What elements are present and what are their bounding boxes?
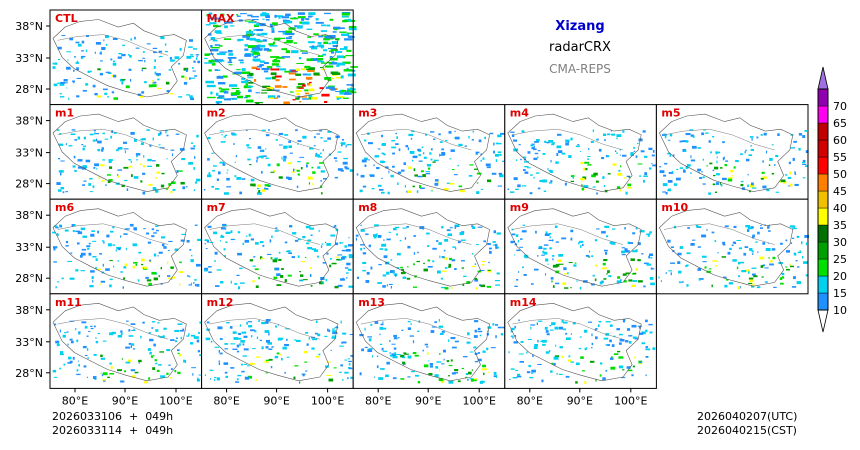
panel-label: m7 [207, 201, 226, 214]
lon-tick-label: 100°E [462, 394, 495, 407]
lat-tick-label: 38°N [15, 115, 43, 128]
colorbar-label: 50 [833, 168, 847, 181]
lat-tick-label: 28°N [15, 178, 43, 191]
lon-tick-label: 100°E [159, 394, 192, 407]
colorbar-segment [817, 292, 829, 311]
lon-tick-label: 90°E [567, 394, 593, 407]
colorbar-segment [817, 224, 829, 243]
lat-tick-label: 28°N [15, 83, 43, 96]
lon-tick-label: 80°E [213, 394, 239, 407]
colorbar-segment [817, 139, 829, 158]
init-time-utc: 2026033106 + 049h [52, 410, 174, 423]
colorbar-label: 10 [833, 304, 847, 317]
lat-tick-label: 33°N [15, 241, 43, 254]
lon-tick-label: 90°E [112, 394, 138, 407]
lon-tick-label: 80°E [517, 394, 543, 407]
init-time-cst: 2026033114 + 049h [52, 424, 174, 437]
model-title: CMA-REPS [549, 62, 611, 76]
lat-tick-label: 33°N [15, 147, 43, 160]
lat-tick-label: 28°N [15, 367, 43, 380]
colorbar-label: 40 [833, 202, 847, 215]
map-panel-m14: m14 [504, 293, 657, 389]
colorbar-segment [817, 156, 829, 175]
colorbar-segment [817, 190, 829, 209]
lat-tick-label: 38°N [15, 20, 43, 33]
lat-tick-label: 28°N [15, 272, 43, 285]
panel-label: m3 [358, 107, 377, 120]
colorbar-max-arrow [817, 66, 829, 90]
map-panel-CTL: CTL [49, 9, 203, 106]
map-panel-MAX: MAX [201, 9, 358, 106]
lon-tick-label: 90°E [415, 394, 441, 407]
colorbar-segment [817, 173, 829, 192]
panel-label: m5 [661, 107, 680, 120]
colorbar-label: 25 [833, 253, 847, 266]
map-panel-m1: m1 [49, 104, 203, 200]
colorbar: 10 15 20 25 30 35 40 45 50 55 60 65 70 [817, 66, 847, 333]
colorbar-segment [817, 105, 829, 124]
colorbar-label: 30 [833, 236, 847, 249]
map-panel-m7: m7 [201, 198, 354, 295]
map-panel-m4: m4 [504, 104, 657, 200]
colorbar-label: 55 [833, 151, 847, 164]
colorbar-min-arrow [817, 309, 829, 333]
lat-tick-label: 33°N [15, 336, 43, 349]
panel-label: m11 [55, 296, 82, 309]
colorbar-segment [817, 241, 829, 260]
colorbar-segment [817, 258, 829, 277]
valid-time-cst: 2026040215(CST) [697, 424, 797, 437]
colorbar-label: 60 [833, 134, 847, 147]
map-panel-m8: m8 [352, 198, 506, 295]
lon-tick-label: 80°E [62, 394, 88, 407]
map-panel-m11: m11 [49, 293, 203, 389]
map-panel-m12: m12 [201, 293, 355, 389]
colorbar-label: 65 [833, 117, 847, 130]
map-panel-m13: m13 [352, 293, 507, 389]
panel-label: m10 [661, 201, 688, 214]
panel-label: m4 [510, 107, 529, 120]
colorbar-segment [817, 88, 829, 107]
panel-label: MAX [207, 12, 235, 25]
colorbar-segment [817, 207, 829, 226]
colorbar-label: 15 [833, 287, 847, 300]
lat-tick-label: 38°N [15, 209, 43, 222]
colorbar-segment [817, 275, 829, 294]
lat-tick-label: 33°N [15, 52, 43, 65]
product-title: radarCRX [549, 40, 611, 55]
colorbar-segment [817, 122, 829, 141]
panel-label: CTL [55, 12, 78, 25]
lon-tick-label: 100°E [614, 394, 647, 407]
colorbar-label: 45 [833, 185, 847, 198]
lon-tick-label: 100°E [311, 394, 344, 407]
valid-time-utc: 2026040207(UTC) [697, 410, 798, 423]
map-panel-m10: m10 [655, 198, 809, 295]
panel-label: m6 [55, 201, 74, 214]
map-panel-m3: m3 [352, 104, 507, 200]
colorbar-label: 35 [833, 219, 847, 232]
lat-tick-label: 38°N [15, 304, 43, 317]
panel-label: m13 [358, 296, 385, 309]
map-panel-m2: m2 [201, 104, 354, 200]
panel-label: m14 [510, 296, 537, 309]
map-panel-m6: m6 [49, 198, 203, 295]
panel-label: m1 [55, 107, 74, 120]
panel-label: m8 [358, 201, 377, 214]
map-panel-m5: m5 [655, 104, 809, 200]
lon-tick-label: 90°E [263, 394, 289, 407]
region-title: Xizang [555, 19, 605, 34]
colorbar-label: 70 [833, 100, 847, 113]
colorbar-label: 20 [833, 270, 847, 283]
panel-label: m2 [207, 107, 226, 120]
map-panel-m9: m9 [504, 198, 657, 295]
panel-label: m12 [207, 296, 234, 309]
panel-label: m9 [510, 201, 529, 214]
lon-tick-label: 80°E [365, 394, 391, 407]
